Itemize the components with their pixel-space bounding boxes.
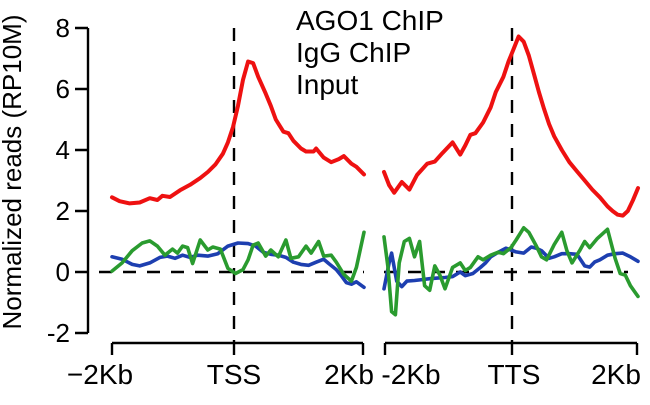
y-axis-title: Normalized reads (RP10M) xyxy=(0,15,27,330)
x-tick-label-tss-2kb: 2Kb xyxy=(324,359,374,390)
series-ago1-chip-tss xyxy=(110,59,366,206)
x-tick-label-tts-tts: TTS xyxy=(488,359,541,390)
x-tick-label-tss-tss: TSS xyxy=(207,359,261,390)
x-axis-tss xyxy=(110,341,365,355)
y-tick-label: 2 xyxy=(56,196,70,226)
y-tick-label: 4 xyxy=(56,135,70,165)
series-igg-chip-tts xyxy=(382,226,640,317)
x-tick-label-tts-2kb: 2Kb xyxy=(591,359,641,390)
series-input-tss xyxy=(110,241,366,290)
y-tick-label: -2 xyxy=(47,318,70,348)
y-tick-label: 6 xyxy=(56,74,70,104)
legend-label-ago1-chip: AGO1 ChIP xyxy=(296,5,444,36)
y-tick-label: 8 xyxy=(56,13,70,43)
legend-label-input: Input xyxy=(296,69,358,100)
x-tick-label-tss--2kb: −2Kb xyxy=(67,359,133,390)
y-tick-label: 0 xyxy=(56,257,70,287)
x-tick-label-tts--2kb: -2Kb xyxy=(381,359,440,390)
series-igg-chip-tss xyxy=(110,230,366,283)
y-axis xyxy=(75,26,90,335)
legend-label-igg-chip: IgG ChIP xyxy=(296,37,411,68)
series-ago1-chip-tts xyxy=(382,34,640,218)
x-axis-tts xyxy=(383,341,639,355)
